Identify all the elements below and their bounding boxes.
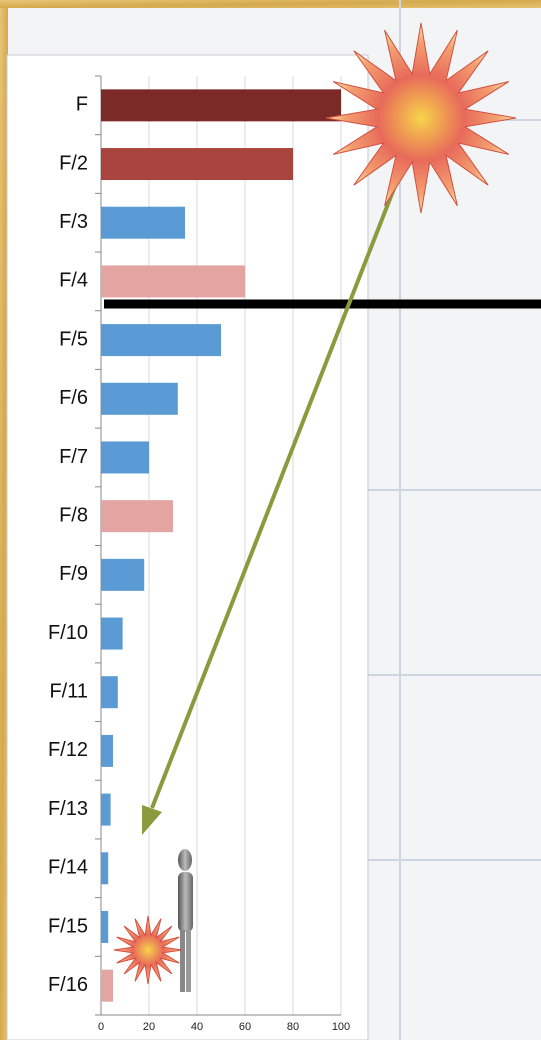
- bar: [101, 618, 123, 650]
- bar: [101, 794, 111, 826]
- y-tick-label: F/5: [59, 328, 88, 350]
- y-tick-label: F/8: [59, 504, 88, 526]
- bar: [101, 265, 245, 297]
- y-tick-label: F/10: [48, 622, 88, 644]
- bar: [101, 207, 185, 239]
- bar: [101, 500, 173, 532]
- x-tick-label: 0: [98, 1021, 104, 1033]
- y-tick-label: F/9: [59, 563, 88, 585]
- bar: [101, 148, 293, 180]
- y-tick-label: F/6: [59, 387, 88, 409]
- star-ornament: [326, 23, 516, 213]
- x-tick-label: 20: [143, 1021, 155, 1033]
- texture-edge: [0, 0, 541, 8]
- y-tick-label: F: [76, 94, 88, 116]
- x-tick-label: 80: [287, 1021, 299, 1033]
- bar: [101, 852, 108, 884]
- bar: [101, 911, 108, 943]
- y-tick-label: F/15: [48, 915, 88, 937]
- x-tick-label: 40: [191, 1021, 203, 1033]
- bar: [101, 676, 118, 708]
- y-tick-label: F/14: [48, 857, 88, 879]
- bar: [101, 383, 178, 415]
- y-tick-label: F/13: [48, 798, 88, 820]
- y-tick-label: F/7: [59, 446, 88, 468]
- bar: [101, 735, 113, 767]
- x-tick-label: 60: [239, 1021, 251, 1033]
- page: 0 20 40 60 80 100 F F/2 F/3 F/4 F/5 F/6 F/7 F/8 F/9 F/1…: [0, 0, 541, 1040]
- x-tick-label: 100: [332, 1021, 350, 1033]
- bar: [101, 970, 113, 1002]
- bar: [101, 559, 144, 591]
- star-ornament: [114, 916, 182, 984]
- bar: [101, 89, 341, 121]
- y-tick-label: F/11: [49, 681, 88, 703]
- bar: [101, 441, 149, 473]
- bar: [101, 324, 221, 356]
- y-tick-label: F/12: [48, 739, 88, 761]
- y-tick-label: F/2: [59, 152, 88, 174]
- y-tick-label: F/4: [59, 270, 88, 292]
- y-tick-label: F/3: [59, 211, 88, 233]
- y-tick-label: F/16: [48, 974, 88, 996]
